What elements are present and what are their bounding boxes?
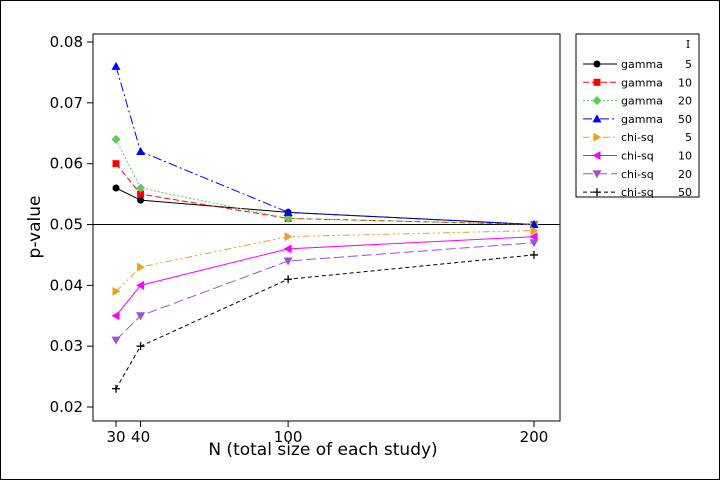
legend-entry: chi-sq 5	[583, 131, 692, 144]
legend-swatch-marker	[593, 60, 601, 68]
legend-i-value: 20	[678, 95, 692, 108]
y-tick-label: 0.08	[50, 33, 83, 51]
legend-swatch-marker	[593, 78, 601, 86]
data-point	[283, 257, 293, 266]
series-line	[115, 254, 535, 390]
data-point	[136, 280, 145, 290]
data-point	[112, 286, 121, 296]
legend-i-value: 5	[685, 131, 692, 144]
legend-i-value: 20	[678, 168, 692, 181]
data-point	[112, 184, 120, 192]
data-point	[137, 262, 146, 272]
series-gamma-50	[111, 61, 539, 228]
legend-swatch-marker	[592, 96, 602, 106]
data-point	[529, 220, 539, 228]
data-point	[137, 190, 145, 198]
y-axis: 0.02 0.03 0.04 0.05 0.06 0.07 0.08	[50, 33, 93, 416]
data-point	[530, 226, 539, 236]
data-point	[111, 61, 121, 70]
series-chi-sq-20	[111, 239, 539, 345]
x-tick-label: 100	[274, 428, 303, 446]
data-point	[136, 312, 146, 321]
data-point	[283, 207, 293, 216]
legend-label: chi-sq	[621, 186, 654, 199]
y-tick-label: 0.03	[50, 337, 83, 355]
data-point	[529, 239, 539, 248]
legend-swatch-marker	[592, 151, 601, 160]
data-point	[137, 196, 145, 204]
data-point	[111, 134, 121, 144]
data-point	[284, 232, 293, 242]
x-axis: 30 40 100 200	[106, 421, 548, 446]
y-tick-label: 0.07	[50, 94, 83, 112]
data-point	[112, 384, 120, 393]
x-tick-label: 200	[520, 428, 549, 446]
legend-entry: gamma 10	[583, 76, 692, 89]
legend-label: chi-sq	[621, 150, 654, 163]
data-point	[530, 250, 538, 259]
y-tick-label: 0.06	[50, 155, 83, 173]
legend-entry: chi-sq 20	[583, 168, 692, 181]
data-point	[112, 160, 120, 168]
legend-i-value: 50	[678, 113, 692, 126]
legend-swatch-marker	[593, 188, 601, 197]
x-tick-label: 30	[106, 428, 125, 446]
legend-label: gamma	[621, 113, 663, 126]
legend-i-value: 50	[678, 186, 692, 199]
legend-entry: gamma 50	[583, 113, 692, 126]
data-point	[283, 244, 292, 254]
legend-swatch-marker	[592, 170, 602, 179]
data-point	[136, 342, 145, 351]
series-line	[115, 236, 535, 317]
legend-swatch-marker	[593, 132, 602, 142]
data-point	[136, 183, 146, 193]
data-point	[136, 147, 146, 155]
legend-swatch-marker	[592, 114, 602, 123]
data-point	[111, 336, 121, 345]
legend-entry: gamma 20	[583, 95, 692, 108]
y-axis-title: p-value	[25, 196, 45, 259]
legend-entry: chi-sq 10	[583, 150, 692, 163]
legend-i-value: 10	[678, 150, 692, 163]
series-chi-sq-5	[112, 226, 539, 296]
series-chi-sq-10	[111, 232, 538, 321]
y-tick-label: 0.04	[50, 276, 83, 294]
data-point	[283, 213, 293, 223]
y-tick-label: 0.02	[50, 398, 83, 416]
legend-label: chi-sq	[621, 131, 654, 144]
legend-label: gamma	[621, 95, 663, 108]
data-point	[529, 232, 538, 242]
data-point	[284, 275, 293, 284]
series-group	[111, 61, 539, 393]
x-tick-label: 40	[131, 428, 150, 446]
y-tick-label: 0.05	[50, 216, 83, 234]
plot-area	[92, 33, 561, 422]
data-point	[111, 311, 120, 321]
series-chi-sq-50	[112, 250, 538, 393]
legend-i-value: 5	[685, 58, 692, 71]
legend-entry: gamma 5	[583, 58, 692, 71]
legend-entry: chi-sq 50	[583, 186, 692, 199]
series-line	[115, 139, 535, 225]
x-axis-title: N (total size of each study)	[208, 440, 437, 460]
legend-label: gamma	[621, 58, 663, 71]
legend-label: gamma	[621, 76, 663, 89]
legend-i-value: 10	[678, 76, 692, 89]
legend-header: I	[686, 38, 690, 51]
series-line	[115, 242, 535, 341]
legend-label: chi-sq	[621, 168, 654, 181]
